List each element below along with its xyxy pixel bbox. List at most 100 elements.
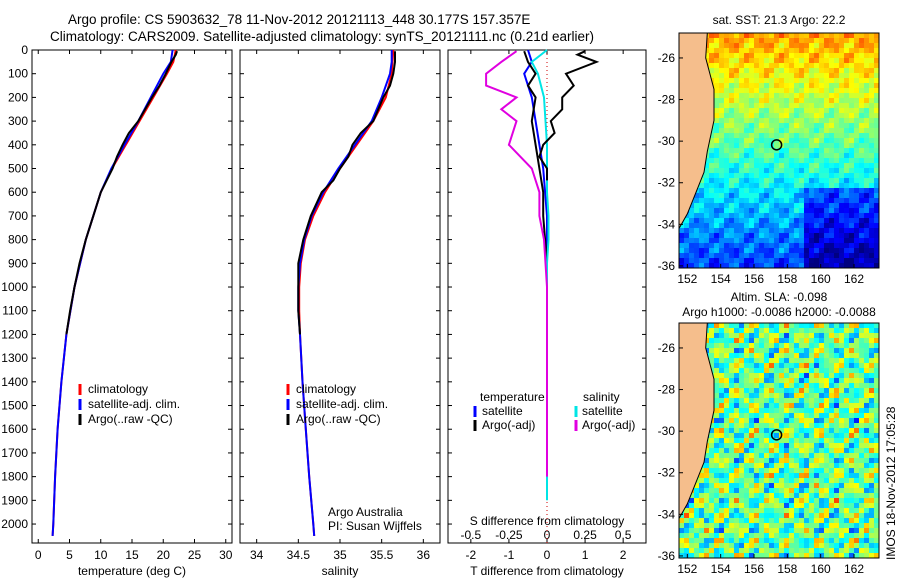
map-cell xyxy=(754,198,760,204)
map-cell xyxy=(759,413,765,419)
map-cell xyxy=(789,148,795,154)
map-cell xyxy=(814,138,820,144)
map-cell xyxy=(724,508,730,514)
map-cell xyxy=(684,533,690,539)
map-cell xyxy=(874,383,880,389)
map-cell xyxy=(699,503,705,509)
map-cell xyxy=(694,483,700,489)
map-cell xyxy=(739,413,745,419)
map-cell xyxy=(749,33,755,39)
map-cell xyxy=(844,533,850,539)
map-cell xyxy=(799,453,805,459)
map-cell xyxy=(784,368,790,374)
map-cell xyxy=(709,168,715,174)
map-cell xyxy=(774,198,780,204)
map-cell xyxy=(754,463,760,469)
map-cell xyxy=(739,203,745,209)
map-cell xyxy=(759,218,765,224)
map-field xyxy=(679,33,880,269)
map-cell xyxy=(759,68,765,74)
map-cell xyxy=(744,373,750,379)
map-cell xyxy=(684,538,690,544)
map-cell xyxy=(809,398,815,404)
map-cell xyxy=(749,353,755,359)
map-cell xyxy=(744,133,750,139)
map-cell xyxy=(744,413,750,419)
map-cell xyxy=(779,413,785,419)
map-cell xyxy=(874,323,880,329)
map-cell xyxy=(824,478,830,484)
map-cell xyxy=(804,383,810,389)
map-cell xyxy=(719,88,725,94)
map-cell xyxy=(784,258,790,264)
map-cell xyxy=(794,48,800,54)
map-cell xyxy=(724,198,730,204)
map-cell xyxy=(799,48,805,54)
map-cell xyxy=(719,508,725,514)
series-argo-raw-qc- xyxy=(297,51,396,335)
map-cell xyxy=(824,518,830,524)
map-cell xyxy=(719,108,725,114)
map-cell xyxy=(724,328,730,334)
map-cell xyxy=(724,108,730,114)
map-cell xyxy=(819,168,825,174)
map-cell xyxy=(764,343,770,349)
map-cell xyxy=(834,143,840,149)
legend-label: Argo(..raw -QC) xyxy=(88,412,173,426)
map-cell xyxy=(804,373,810,379)
map-cell xyxy=(824,543,830,549)
map-cell xyxy=(744,148,750,154)
map-cell xyxy=(719,513,725,519)
map-cell xyxy=(724,218,730,224)
map-cell xyxy=(799,253,805,259)
map-cell xyxy=(719,453,725,459)
map-cell xyxy=(834,538,840,544)
map-cell xyxy=(734,448,740,454)
map-cell xyxy=(784,468,790,474)
map-cell xyxy=(714,113,720,119)
map-cell xyxy=(734,508,740,514)
map-cell xyxy=(749,53,755,59)
map-cell xyxy=(829,193,835,199)
map-cell xyxy=(774,508,780,514)
map-cell xyxy=(849,448,855,454)
map-cell xyxy=(874,488,880,494)
map-cell xyxy=(764,478,770,484)
map-cell xyxy=(734,553,740,559)
map-cell xyxy=(844,323,850,329)
map-cell xyxy=(839,113,845,119)
map-cell xyxy=(804,93,810,99)
map-cell xyxy=(874,213,880,219)
map-cell xyxy=(769,553,775,559)
map-cell xyxy=(699,223,705,229)
map-cell xyxy=(869,173,875,179)
map-cell xyxy=(834,243,840,249)
map-cell xyxy=(819,53,825,59)
map-cell xyxy=(719,63,725,69)
map-cell xyxy=(839,368,845,374)
map-cell xyxy=(839,423,845,429)
map-cell xyxy=(714,173,720,179)
map-cell xyxy=(804,343,810,349)
map-cell xyxy=(829,153,835,159)
x-tick-label: 160 xyxy=(811,562,831,576)
map-cell xyxy=(729,538,735,544)
map-cell xyxy=(864,138,870,144)
map-cell xyxy=(829,363,835,369)
map-cell xyxy=(774,213,780,219)
map-cell xyxy=(809,403,815,409)
map-cell xyxy=(734,58,740,64)
map-cell xyxy=(784,83,790,89)
map-cell xyxy=(739,63,745,69)
map-cell xyxy=(729,198,735,204)
map-cell xyxy=(834,148,840,154)
map-cell xyxy=(839,433,845,439)
map-cell xyxy=(774,233,780,239)
map-cell xyxy=(804,98,810,104)
y-tick-label: 500 xyxy=(8,162,28,176)
map-cell xyxy=(824,138,830,144)
map-cell xyxy=(769,153,775,159)
map-cell xyxy=(819,133,825,139)
map-cell xyxy=(804,138,810,144)
map-cell xyxy=(709,363,715,369)
